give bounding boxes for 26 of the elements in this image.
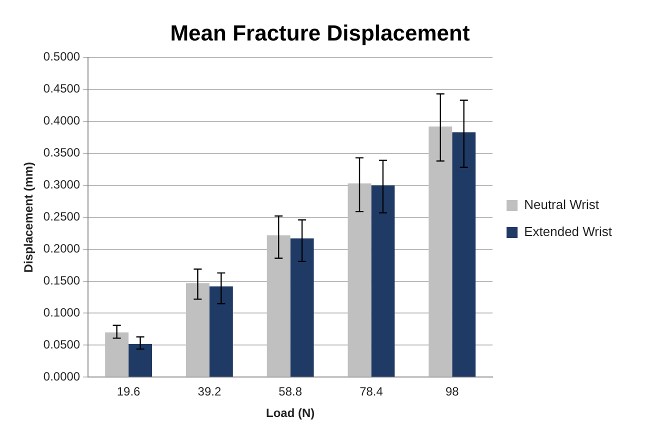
legend-label: Extended Wrist xyxy=(524,224,612,240)
y-tick-label: 0.1500 xyxy=(43,274,80,288)
y-tick-label: 0.1000 xyxy=(43,306,80,320)
bar xyxy=(128,344,152,377)
legend-label: Neutral Wrist xyxy=(524,197,600,212)
chart-title: Mean Fracture Displacement xyxy=(170,20,470,46)
y-tick-label: 0.2000 xyxy=(43,242,80,256)
x-tick-label: 58.8 xyxy=(278,384,302,399)
x-tick-label: 39.2 xyxy=(198,384,222,399)
y-axis-title: Displacement (mm) xyxy=(22,162,36,273)
bar xyxy=(290,238,314,377)
y-tick-label: 0.0000 xyxy=(43,370,80,384)
x-axis-title: Load (N) xyxy=(266,406,315,420)
y-tick-label: 0.0500 xyxy=(43,338,80,352)
y-tick-label: 0.3500 xyxy=(43,146,80,160)
y-tick-label: 0.2500 xyxy=(43,210,80,224)
y-tick-label: 0.4000 xyxy=(43,114,80,128)
x-tick-label: 78.4 xyxy=(360,384,384,399)
x-tick-label: 19.6 xyxy=(116,384,141,399)
bar xyxy=(452,132,476,377)
x-tick-label: 98 xyxy=(445,384,460,399)
y-tick-label: 0.3000 xyxy=(43,178,80,192)
y-tick-label: 0.4500 xyxy=(43,82,80,96)
bar xyxy=(209,286,233,377)
bar xyxy=(371,185,395,377)
y-tick-label: 0.5000 xyxy=(43,50,80,64)
